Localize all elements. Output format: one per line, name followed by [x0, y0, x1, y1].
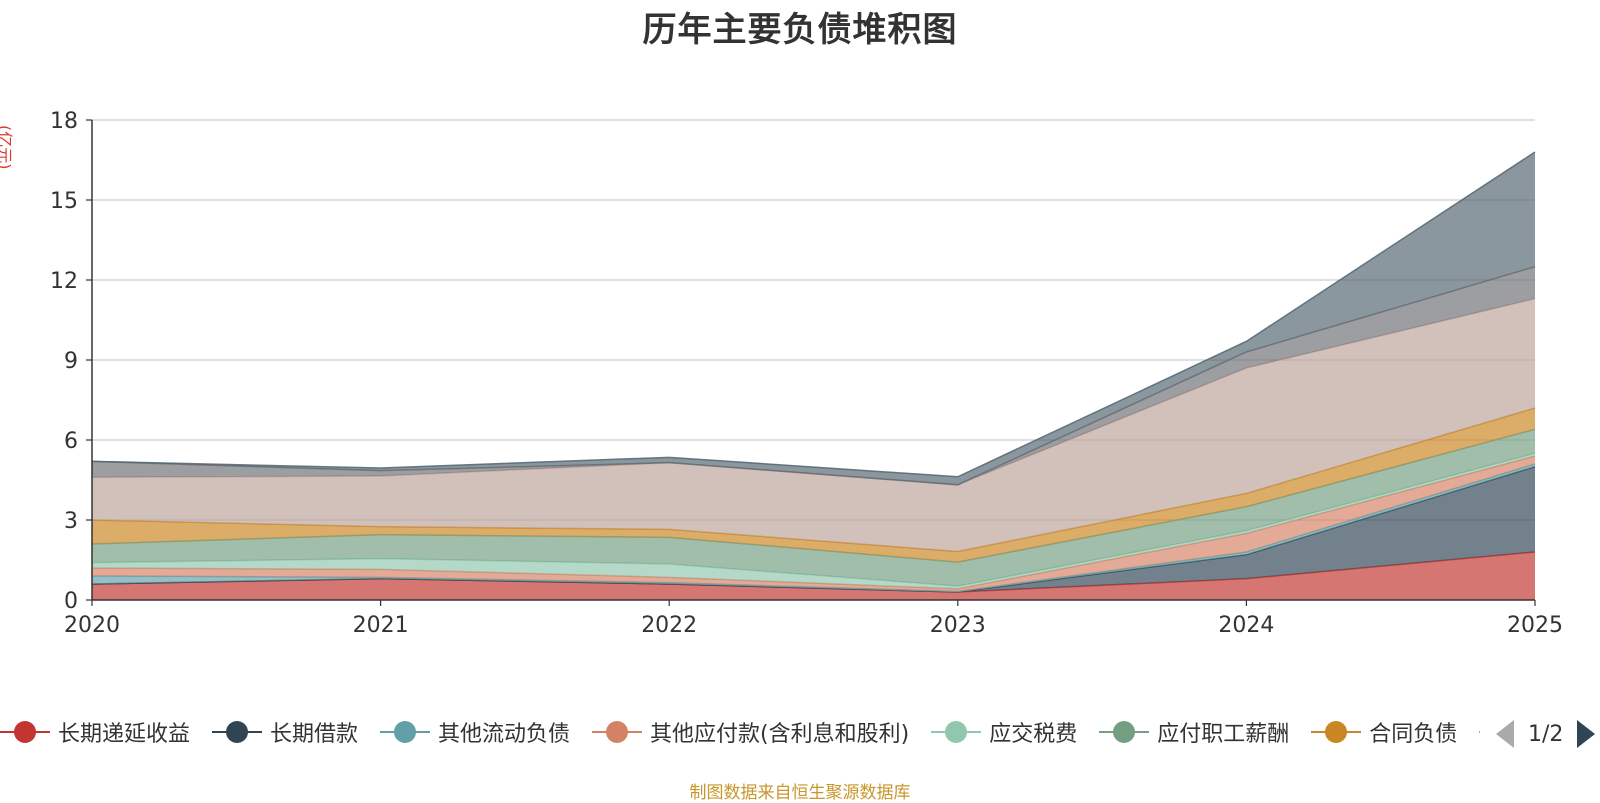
stacked-area-chart: 0 3 6 9 12 15 18 2020 2021 2022 2023 2024 2025: [50, 109, 1563, 638]
legend-item-3[interactable]: 其他流动负债: [380, 716, 570, 748]
y-tick-label-6: 6: [64, 429, 78, 454]
area-edge-9: [91, 265, 1536, 486]
legend-marker: [380, 720, 431, 744]
legend-marker: [1311, 720, 1362, 744]
x-tick-label-2022: 2022: [641, 613, 697, 638]
axes: [91, 120, 1536, 606]
legend-item-6[interactable]: 应付职工薪酬: [1099, 716, 1289, 748]
legend-item-5[interactable]: 应交税费: [931, 716, 1077, 748]
legend-page-indicator: 1/2: [1528, 721, 1564, 747]
area-1: [92, 552, 1535, 600]
legend-item-1[interactable]: 长期递延收益: [0, 716, 190, 748]
legend-viewport: 长期递延收益 长期借款 其他流动负债 其他应付款(含利息和股利) 应交税费 应付职工薪酬 合…: [0, 716, 1480, 752]
legend-marker: [931, 720, 982, 744]
legend: 长期递延收益 长期借款 其他流动负债 其他应付款(含利息和股利) 应交税费 应付职工薪酬 合…: [0, 716, 1600, 752]
area-6: [92, 429, 1535, 587]
y-tick-label-18: 18: [50, 109, 78, 134]
area-series: [91, 151, 1536, 600]
legend-row: 长期递延收益 长期借款 其他流动负债 其他应付款(含利息和股利) 应交税费 应付职工薪酬 合…: [0, 716, 1480, 748]
legend-marker: [1099, 720, 1150, 744]
area-3: [92, 464, 1535, 592]
legend-prev-page-icon[interactable]: [1496, 720, 1514, 748]
legend-marker: [592, 720, 643, 744]
legend-marker: [0, 720, 50, 744]
legend-item-4[interactable]: 其他应付款(含利息和股利): [592, 716, 909, 748]
x-tick-label-2021: 2021: [353, 613, 409, 638]
y-tick-label-15: 15: [50, 189, 78, 214]
x-tick-label-2024: 2024: [1218, 613, 1274, 638]
legend-item-8[interactable]: 应付账款: [1479, 716, 1480, 748]
legend-item-2[interactable]: 长期借款: [212, 716, 358, 748]
legend-label: 合同负债: [1369, 722, 1458, 747]
y-tick-label-9: 9: [64, 349, 78, 374]
area-edge-10: [91, 151, 1536, 478]
area-4: [92, 456, 1535, 592]
legend-item-7[interactable]: 合同负债: [1311, 716, 1457, 748]
legend-label: 长期借款: [270, 722, 359, 747]
y-tick-label-3: 3: [64, 509, 78, 534]
legend-label: 其他流动负债: [438, 722, 571, 747]
data-source-note: 制图数据来自恒生聚源数据库: [689, 783, 911, 803]
legend-pager: 1/2: [1496, 716, 1596, 752]
legend-next-page-icon[interactable]: [1577, 720, 1596, 748]
x-tick-label-2020: 2020: [64, 613, 120, 638]
y-tick-label-12: 12: [50, 269, 78, 294]
x-tick-label-2025: 2025: [1507, 613, 1563, 638]
legend-marker: [1479, 720, 1480, 744]
x-tick-label-2023: 2023: [930, 613, 986, 638]
legend-label: 应付职工薪酬: [1157, 722, 1290, 747]
legend-label: 长期递延收益: [58, 722, 191, 747]
legend-label: 其他应付款(含利息和股利): [650, 722, 910, 747]
chart-title: 历年主要负债堆积图: [642, 10, 958, 50]
y-tick-label-0: 0: [64, 589, 78, 614]
tick-labels: 0 3 6 9 12 15 18 2020 2021 2022 2023 2024 2025: [50, 109, 1563, 638]
legend-label: 应交税费: [989, 722, 1078, 747]
area-8: [92, 298, 1535, 552]
legend-marker: [212, 720, 263, 744]
